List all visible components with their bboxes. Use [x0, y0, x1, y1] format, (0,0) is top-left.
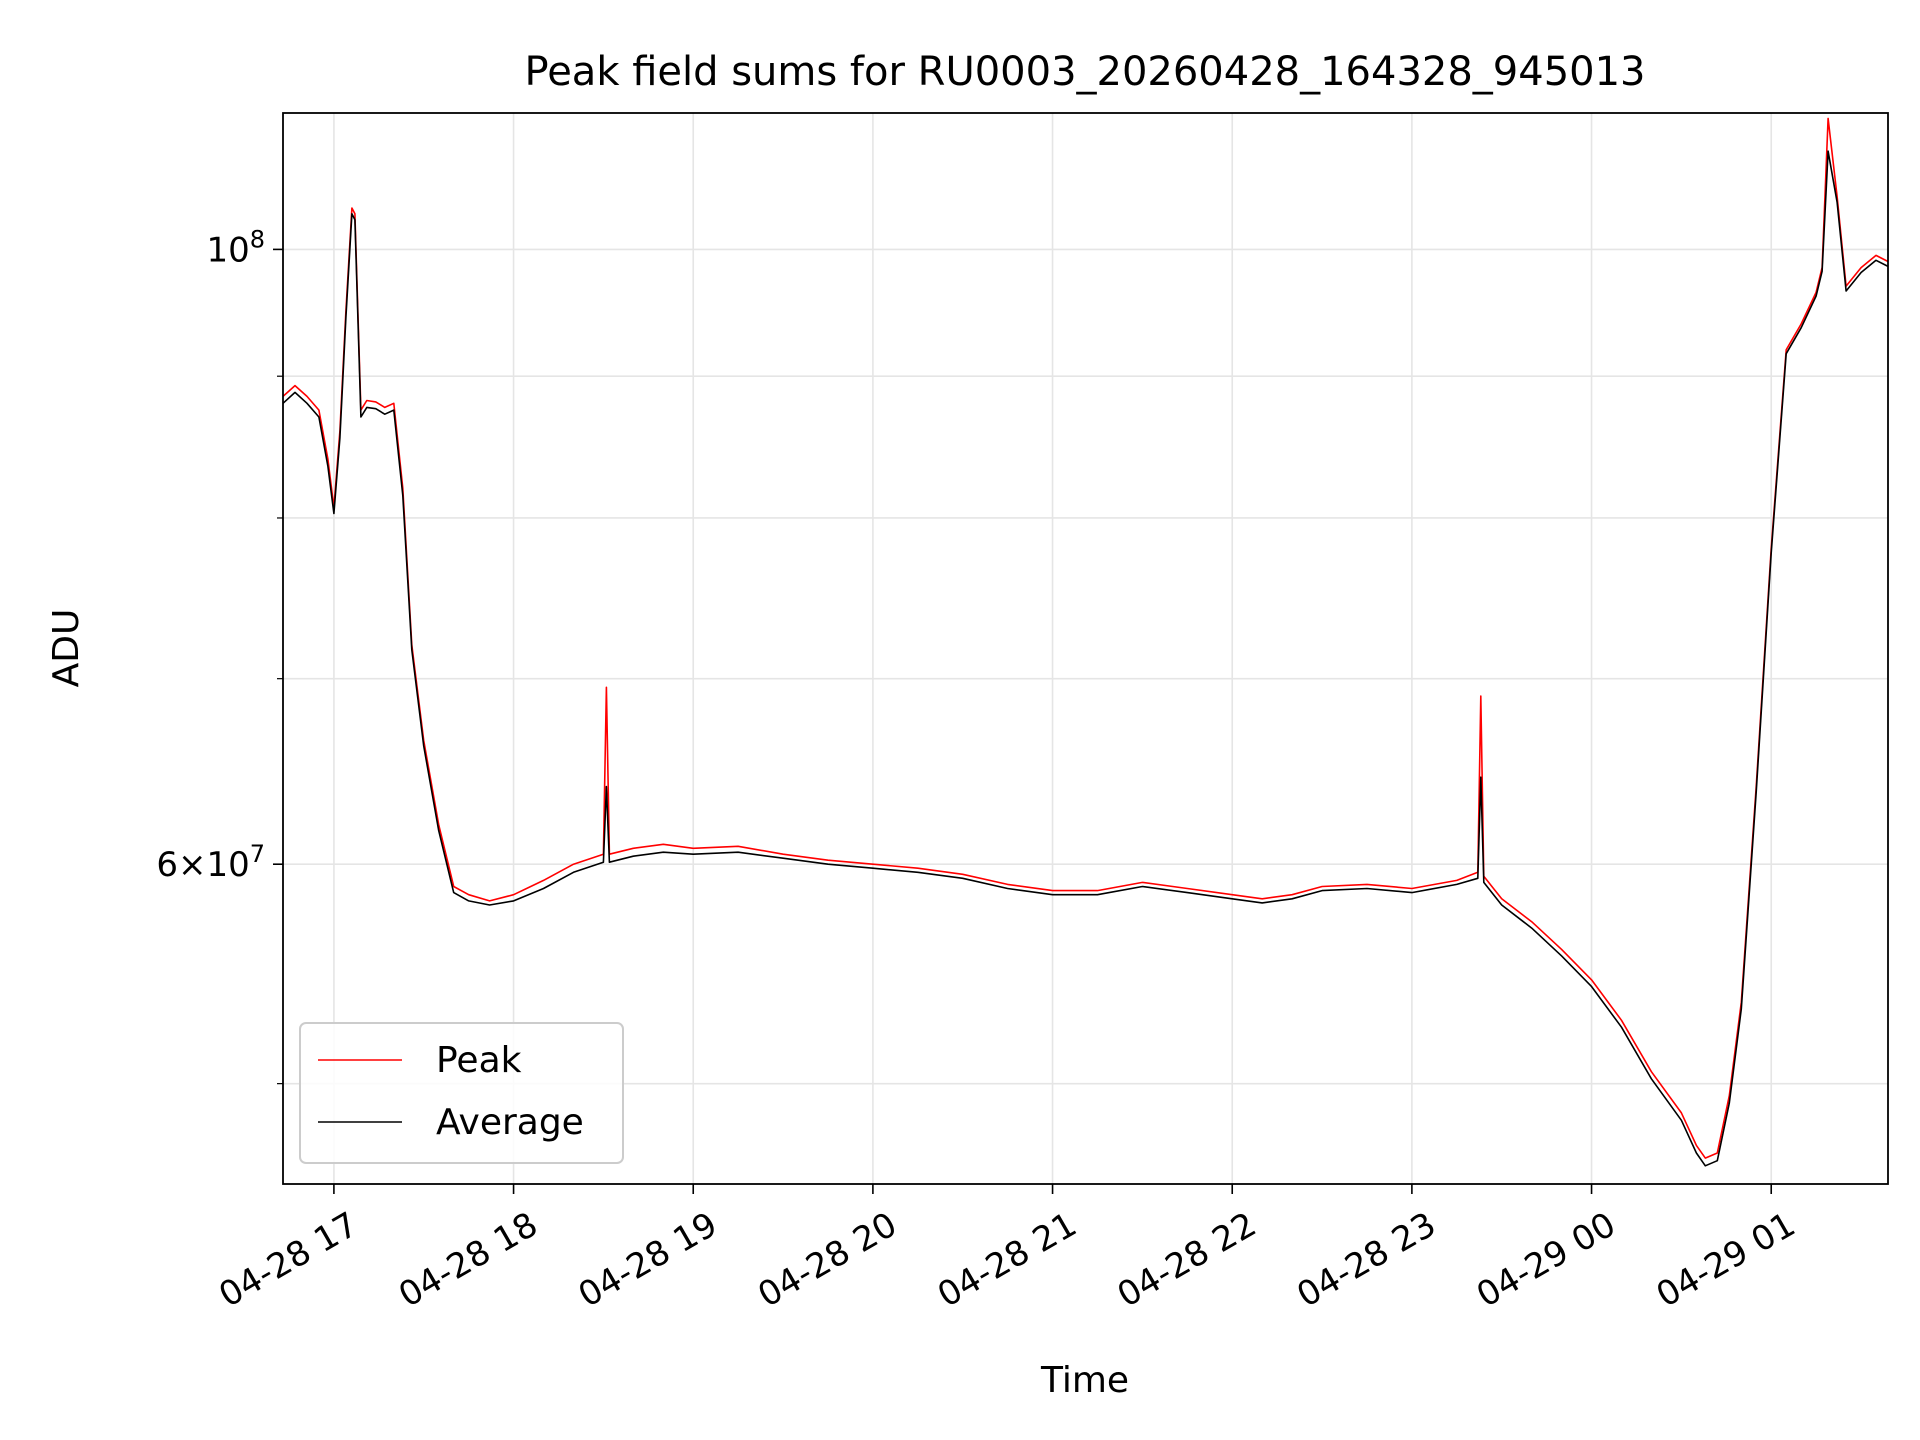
plot-frame: [282, 112, 1889, 1185]
plot-lines: [282, 117, 1889, 1167]
legend: Peak Average: [299, 1022, 624, 1164]
legend-label-average: Average: [436, 1102, 584, 1143]
y-axis-ticks: 6×107 108: [156, 225, 283, 1085]
y-tick-label: 6×107: [156, 840, 265, 885]
series-line-average: [282, 150, 1889, 1167]
series-line-peak: [282, 117, 1889, 1159]
x-axis-label: Time: [1040, 1360, 1129, 1401]
legend-box: [299, 1022, 624, 1164]
legend-label-peak: Peak: [436, 1040, 522, 1081]
y-axis-label: ADU: [46, 609, 87, 688]
y-tick-label: 108: [206, 225, 265, 270]
chart-title: Peak field sums for RU0003_20260428_1643…: [525, 49, 1646, 95]
